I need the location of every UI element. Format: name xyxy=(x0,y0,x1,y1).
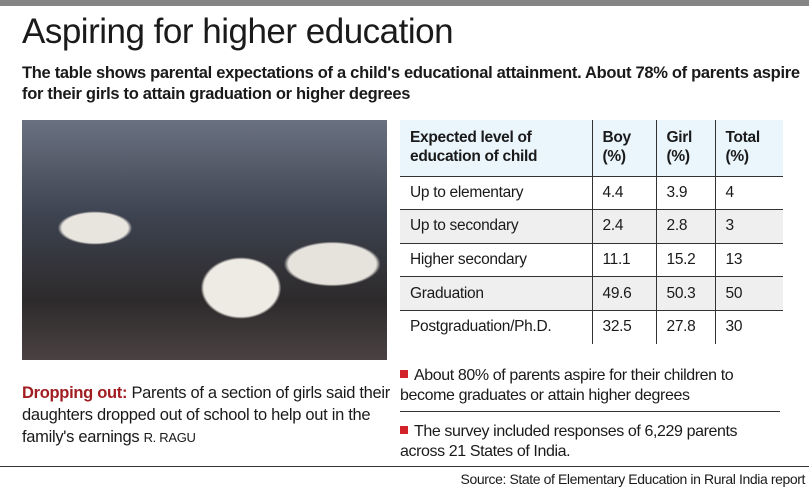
table-header: Expected level of education of child Boy… xyxy=(400,120,783,176)
cell-boy: 4.4 xyxy=(591,175,656,210)
table-row: Graduation 49.6 50.3 50 xyxy=(400,276,783,311)
cell-girl: 50.3 xyxy=(655,276,715,311)
cell-level: Graduation xyxy=(400,276,592,311)
cell-total: 3 xyxy=(714,209,783,244)
header-boy: Boy (%) xyxy=(591,120,656,176)
photo-credit: R. RAGU xyxy=(143,430,196,445)
divider xyxy=(0,466,809,467)
cell-level: Postgraduation/Ph.D. xyxy=(400,309,592,344)
key-point: About 80% of parents aspire for their ch… xyxy=(400,366,780,411)
key-point: The survey included responses of 6,229 p… xyxy=(400,411,780,467)
cell-boy: 2.4 xyxy=(591,209,656,244)
cell-boy: 32.5 xyxy=(591,309,656,344)
cell-girl: 2.8 xyxy=(655,209,715,244)
table-row: Higher secondary 11.1 15.2 13 xyxy=(400,242,783,277)
caption-lead: Dropping out: xyxy=(22,384,128,402)
cell-total: 50 xyxy=(714,276,783,311)
page-title: Aspiring for higher education xyxy=(22,12,454,51)
cell-girl: 27.8 xyxy=(655,309,715,344)
top-bar xyxy=(0,0,809,6)
cell-level: Up to secondary xyxy=(400,209,592,244)
table-row: Postgraduation/Ph.D. 32.5 27.8 30 xyxy=(400,309,783,344)
header-level: Expected level of education of child xyxy=(400,120,592,176)
education-table: Expected level of education of child Boy… xyxy=(400,120,783,344)
cell-boy: 11.1 xyxy=(591,242,656,277)
cell-girl: 3.9 xyxy=(655,175,715,210)
cell-girl: 15.2 xyxy=(655,242,715,277)
key-points: About 80% of parents aspire for their ch… xyxy=(400,366,780,467)
caption-text: Parents of a section of girls said their… xyxy=(22,384,390,446)
header-total: Total (%) xyxy=(714,120,783,176)
header-girl: Girl (%) xyxy=(655,120,715,176)
cell-total: 13 xyxy=(714,242,783,277)
photo-caption: Dropping out: Parents of a section of gi… xyxy=(22,382,392,449)
cell-level: Higher secondary xyxy=(400,242,592,277)
table-row: Up to secondary 2.4 2.8 3 xyxy=(400,209,783,244)
subtitle: The table shows parental expectations of… xyxy=(22,64,800,103)
key-point-text: The survey included responses of 6,229 p… xyxy=(400,423,738,460)
cell-level: Up to elementary xyxy=(400,175,592,210)
source-note: Source: State of Elementary Education in… xyxy=(460,471,806,487)
cell-total: 4 xyxy=(714,175,783,210)
cell-boy: 49.6 xyxy=(591,276,656,311)
cell-total: 30 xyxy=(714,309,783,344)
key-point-text: About 80% of parents aspire for their ch… xyxy=(400,367,734,404)
students-photo xyxy=(22,120,387,360)
bullet-square-icon xyxy=(400,426,408,434)
table-row: Up to elementary 4.4 3.9 4 xyxy=(400,175,783,210)
bullet-square-icon xyxy=(400,370,408,378)
